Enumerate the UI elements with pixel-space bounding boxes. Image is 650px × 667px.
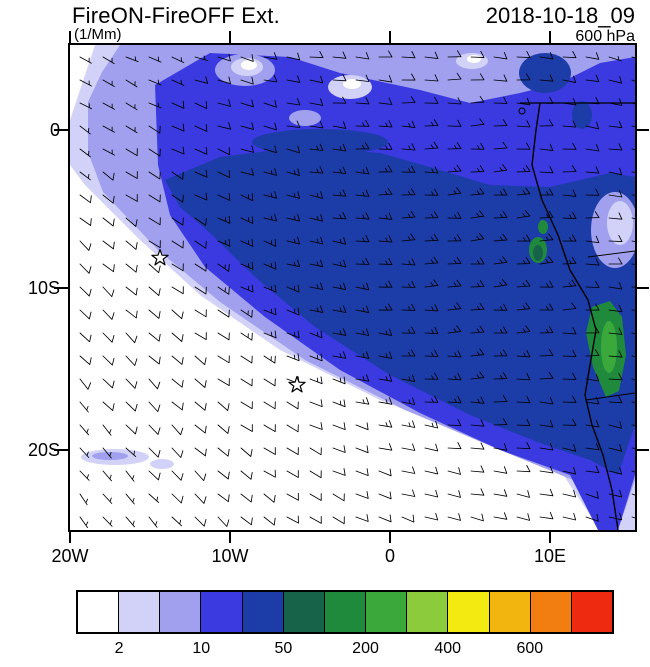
low-hole	[241, 60, 257, 70]
y-axis-label: 0	[49, 120, 60, 140]
star-marker	[151, 248, 169, 266]
colorbar-cell	[283, 592, 325, 632]
low-hole	[289, 110, 321, 126]
colorbar-cell	[407, 592, 449, 632]
plume-streak	[252, 129, 388, 155]
colorbar-tick-label: 600	[516, 640, 544, 657]
x-axis-label: 10E	[533, 546, 567, 566]
axis-tick	[389, 531, 391, 543]
island-outline	[518, 107, 526, 115]
ext-gt-100-green	[538, 220, 548, 234]
colorbar-cell	[324, 592, 367, 632]
axis-tick	[549, 31, 551, 43]
colorbar-cell	[366, 592, 408, 632]
axis-tick	[389, 31, 391, 43]
x-axis-label: 10W	[211, 546, 249, 566]
country-border	[587, 250, 635, 258]
axis-tick	[637, 449, 649, 451]
colorbar-tick-label: 2	[114, 640, 124, 657]
plume-patch-ne	[519, 53, 571, 93]
ext-gt-2-patch	[150, 459, 174, 469]
x-axis-label: 0	[384, 546, 395, 566]
x-axis-label: 20W	[51, 546, 89, 566]
axis-tick	[229, 31, 231, 43]
low-hole	[467, 55, 481, 63]
colorbar-cell	[160, 592, 202, 632]
colorbar-tick-label: 50	[274, 640, 293, 657]
low-hole	[343, 79, 361, 89]
ext-gt-200-green	[601, 321, 617, 373]
wind-barbs	[79, 50, 635, 529]
ext-gt-25	[165, 147, 635, 475]
colorbar-cell	[530, 592, 572, 632]
coastline-africa	[531, 102, 619, 530]
colorbar-cell	[448, 592, 490, 632]
plume-patch	[200, 91, 240, 115]
colorbar-tick-label: 400	[434, 640, 462, 657]
map-frame	[68, 43, 637, 532]
plume-patch	[572, 101, 592, 129]
colorbar-cell	[201, 592, 243, 632]
axis-tick	[637, 129, 649, 131]
plot-units: (1/Mm)	[74, 26, 122, 43]
axis-tick	[54, 287, 68, 289]
country-border	[585, 392, 635, 401]
colorbar-cell	[78, 592, 120, 632]
axis-tick	[69, 531, 71, 543]
plume-patch	[492, 104, 524, 126]
plot-title: FireON-FireOFF Ext.	[72, 3, 280, 28]
axis-tick	[54, 449, 68, 451]
colorbar-cell	[571, 592, 613, 632]
axis-tick	[229, 531, 231, 543]
y-axis-label: 10S	[27, 278, 60, 298]
axis-tick	[54, 129, 68, 131]
axis-tick	[637, 287, 649, 289]
map-canvas	[70, 45, 635, 530]
colorbar-tick-label: 10	[192, 640, 211, 657]
land-light	[607, 201, 633, 245]
plot-level: 600 hPa	[575, 28, 635, 45]
colorbar	[76, 590, 614, 634]
plot-datetime: 2018-10-18_09	[485, 3, 635, 28]
axis-tick	[69, 31, 71, 43]
low-hole	[386, 58, 414, 72]
axis-tick	[549, 531, 551, 543]
ext-dark-green	[533, 245, 543, 261]
land-light-corner	[618, 480, 635, 530]
y-axis-label: 20S	[27, 440, 60, 460]
star-marker	[288, 375, 306, 393]
colorbar-cell	[489, 592, 531, 632]
colorbar-cell	[242, 592, 284, 632]
colorbar-cell	[119, 592, 161, 632]
colorbar-tick-label: 200	[352, 640, 379, 657]
